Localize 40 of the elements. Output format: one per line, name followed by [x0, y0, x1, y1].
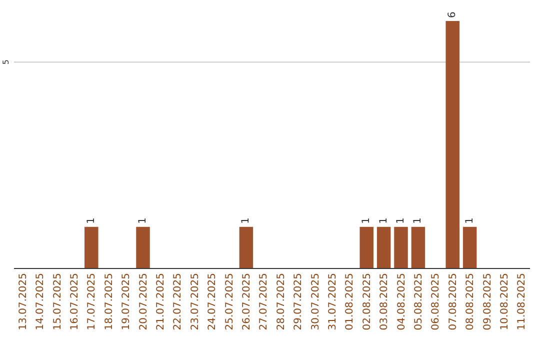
x-tick-label: 29.07.2025 [293, 273, 304, 330]
data-label: 1 [240, 217, 252, 224]
x-tick-label: 14.07.2025 [35, 273, 46, 330]
x-tick-label: 17.07.2025 [86, 273, 98, 330]
x-tick-label: 21.07.2025 [155, 273, 166, 330]
x-tick-label: 08.08.2025 [465, 273, 476, 330]
x-tick-label: 04.08.2025 [396, 273, 408, 330]
data-label: 6 [447, 12, 458, 18]
x-tick-label: 24.07.2025 [207, 273, 218, 330]
x-tick-label: 30.07.2025 [310, 273, 322, 330]
data-label: 1 [378, 217, 390, 224]
data-label: 1 [464, 217, 476, 224]
x-tick-label: 27.07.2025 [258, 273, 270, 330]
x-tick-label: 15.07.2025 [52, 273, 64, 330]
x-tick-label: 28.07.2025 [276, 273, 287, 330]
x-tick-label: 09.08.2025 [482, 273, 494, 330]
x-tick-label: 03.08.2025 [379, 273, 390, 330]
x-tick-label: 07.08.2025 [448, 273, 459, 330]
x-tick-label: 13.07.2025 [18, 273, 29, 330]
data-label: 1 [396, 217, 406, 224]
x-tick-label: 02.08.2025 [362, 273, 373, 330]
x-tick-label: 25.07.2025 [224, 273, 236, 330]
x-tick-label: 06.08.2025 [430, 273, 442, 330]
data-label: 1 [86, 217, 97, 224]
x-tick-label: 20.07.2025 [138, 273, 150, 330]
x-tick-label: 31.07.2025 [327, 273, 338, 330]
x-tick-label: 16.07.2025 [69, 273, 80, 330]
x-tick-label: 23.07.2025 [190, 273, 201, 330]
x-tick-label: 18.07.2025 [104, 273, 115, 330]
ref-line-label: 5 [1, 60, 10, 65]
x-tick-label: 01.08.2025 [344, 273, 356, 330]
x-tick-label: 19.07.2025 [121, 273, 132, 330]
x-tick-label: 26.07.2025 [241, 273, 252, 330]
data-label: 1 [412, 217, 424, 224]
x-tick-label: 22.07.2025 [172, 273, 184, 330]
x-tick-label: 05.08.2025 [413, 273, 424, 330]
data-label: 1 [361, 217, 372, 224]
data-label: 1 [138, 217, 148, 224]
x-tick-label: 10.08.2025 [499, 273, 510, 330]
x-tick-label: 11.08.2025 [516, 273, 528, 330]
